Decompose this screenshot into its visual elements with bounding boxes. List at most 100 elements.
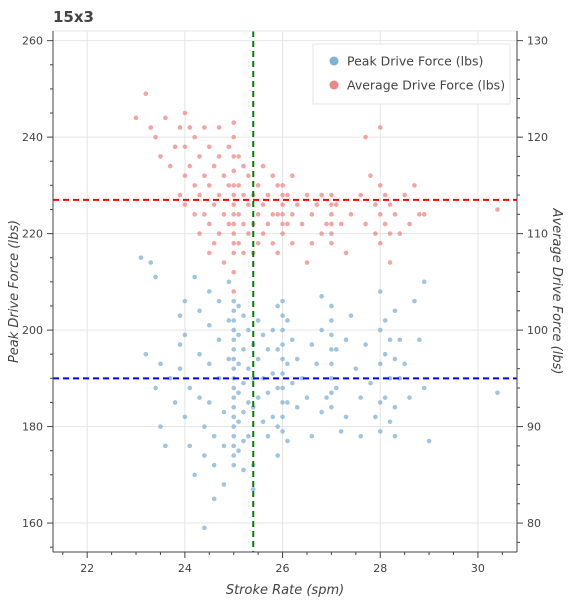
peak-force-point: [216, 376, 222, 381]
peak-force-point: [392, 356, 398, 362]
average-force-point: [216, 125, 222, 130]
peak-force-point: [211, 462, 217, 468]
average-force-point: [309, 240, 315, 246]
average-force-point: [280, 231, 285, 236]
average-force-point: [216, 192, 222, 198]
average-force-point: [285, 221, 290, 227]
peak-force-point: [333, 347, 339, 352]
average-force-point: [319, 192, 324, 198]
peak-force-point: [187, 443, 193, 449]
peak-force-point: [192, 274, 197, 280]
average-force-point: [377, 212, 383, 217]
peak-force-point: [236, 390, 241, 396]
peak-force-point: [246, 400, 251, 405]
peak-force-point: [226, 356, 232, 362]
peak-force-point: [167, 376, 173, 381]
peak-force-point: [407, 395, 412, 400]
peak-force-point: [377, 429, 383, 434]
peak-force-point: [392, 404, 398, 410]
average-force-point: [226, 183, 232, 188]
peak-force-point: [358, 395, 364, 400]
peak-force-point: [226, 318, 232, 323]
peak-force-point: [309, 342, 315, 347]
peak-force-point: [231, 318, 237, 323]
peak-force-point: [373, 414, 378, 420]
y2-tick-label: 100: [527, 324, 548, 337]
average-force-point: [260, 231, 266, 236]
peak-force-point: [280, 313, 285, 318]
average-force-point: [202, 125, 207, 130]
peak-force-point: [382, 351, 388, 357]
peak-force-point: [231, 453, 237, 458]
peak-force-point: [377, 289, 383, 294]
peak-force-point: [275, 453, 280, 458]
peak-force-point: [382, 318, 388, 323]
peak-force-point: [216, 298, 222, 304]
average-force-point: [246, 173, 251, 179]
average-force-point: [202, 212, 207, 217]
peak-force-point: [231, 366, 237, 371]
average-force-point: [177, 125, 183, 130]
peak-force-point: [202, 453, 207, 458]
peak-force-point: [495, 390, 500, 396]
average-force-point: [231, 120, 237, 125]
peak-force-point: [241, 438, 246, 444]
peak-force-point: [382, 395, 388, 400]
average-force-point: [211, 240, 217, 246]
average-force-point: [206, 144, 212, 150]
peak-force-point: [377, 327, 383, 333]
peak-force-point: [280, 327, 285, 333]
peak-force-point: [329, 390, 334, 396]
average-force-point: [197, 154, 202, 159]
average-force-point: [221, 173, 227, 179]
average-force-point: [280, 202, 285, 207]
average-force-point: [148, 125, 153, 130]
average-force-point: [275, 212, 280, 217]
peak-force-point: [343, 414, 349, 420]
peak-force-point: [231, 385, 237, 391]
peak-force-point: [236, 361, 241, 367]
peak-force-point: [250, 486, 256, 492]
average-force-point: [260, 163, 266, 169]
peak-force-point: [231, 308, 237, 314]
average-force-point: [231, 154, 237, 159]
y-tick-label: 260: [22, 35, 43, 48]
legend-box: [312, 43, 511, 105]
peak-force-point: [197, 308, 202, 314]
peak-force-point: [270, 371, 276, 376]
average-force-point: [275, 183, 280, 188]
peak-force-point: [172, 400, 178, 405]
average-force-point: [241, 250, 246, 256]
peak-force-point: [368, 380, 373, 386]
peak-force-point: [255, 318, 261, 323]
reference-lines: [53, 31, 517, 552]
y2-tick-label: 80: [527, 517, 541, 530]
peak-force-point: [329, 332, 334, 338]
peak-force-point: [275, 303, 280, 309]
legend[interactable]: Peak Drive Force (lbs) Average Drive Forc…: [312, 43, 511, 105]
peak-force-point: [270, 414, 276, 420]
average-force-point: [206, 221, 212, 227]
peak-force-point: [275, 385, 280, 391]
average-force-point: [241, 221, 246, 227]
peak-force-point: [290, 337, 295, 343]
average-force-point: [280, 221, 285, 227]
peak-force-point: [153, 274, 158, 280]
peak-force-point: [246, 327, 251, 333]
average-force-point: [236, 212, 241, 217]
peak-force-point: [206, 400, 212, 405]
average-force-point: [329, 221, 334, 227]
peak-force-point: [241, 467, 246, 473]
peak-force-point: [265, 433, 271, 439]
y-tick-label: 220: [22, 228, 43, 241]
peak-force-point: [246, 433, 251, 439]
average-force-point: [417, 212, 422, 217]
average-force-point: [402, 192, 407, 198]
peak-force-point: [236, 448, 241, 453]
peak-force-point: [221, 409, 227, 415]
peak-force-point: [363, 342, 368, 347]
peak-force-point: [387, 337, 393, 343]
average-force-point: [231, 231, 237, 236]
average-force-point: [343, 250, 349, 256]
plot-frame: [52, 30, 518, 553]
